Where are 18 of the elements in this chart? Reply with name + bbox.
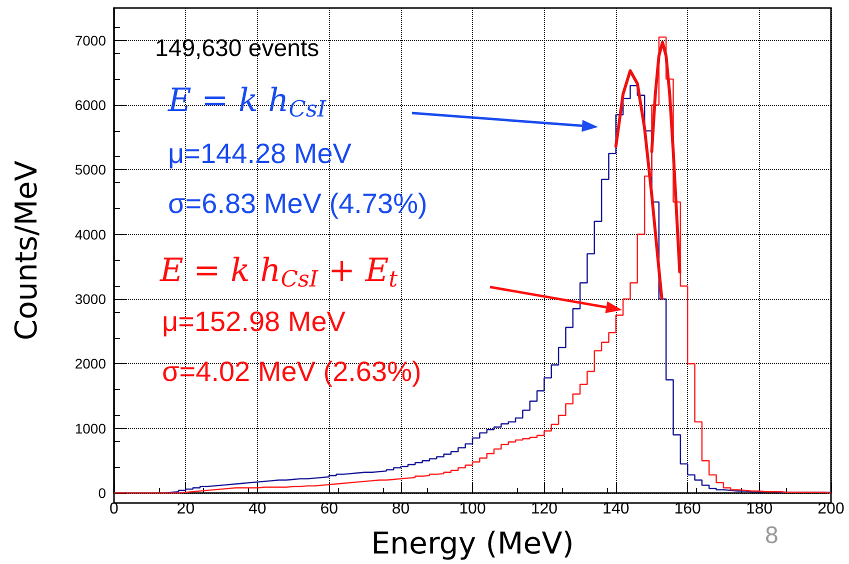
y-tick-label: 3000 [74,291,106,307]
y-tick-label: 7000 [74,32,106,48]
annotation: E = k h$_{CsI}$ [168,81,326,123]
annotation: σ=4.02 MeV (2.63%) [162,356,422,387]
y-tick-label: 2000 [74,356,106,372]
y-tick-label: 6000 [74,97,106,113]
y-tick-label: 5000 [74,162,106,178]
y-axis-title: Counts/MeV [10,160,44,340]
annotation: σ=6.83 MeV (4.73%) [168,188,428,219]
text: 8 [765,522,778,549]
annotation: E = k h$_{CsI}$ + E$_{t}$ [160,251,398,293]
y-tick-label: 0 [98,485,106,501]
annotation: μ=144.28 MeV [168,138,352,169]
y-tick-label: 4000 [74,226,106,242]
y-tick-label: 1000 [74,420,106,436]
x-axis-title: Energy (MeV) [371,526,574,562]
annotation: 149,630 events [155,35,320,62]
annotation: μ=152.98 MeV [162,306,346,337]
